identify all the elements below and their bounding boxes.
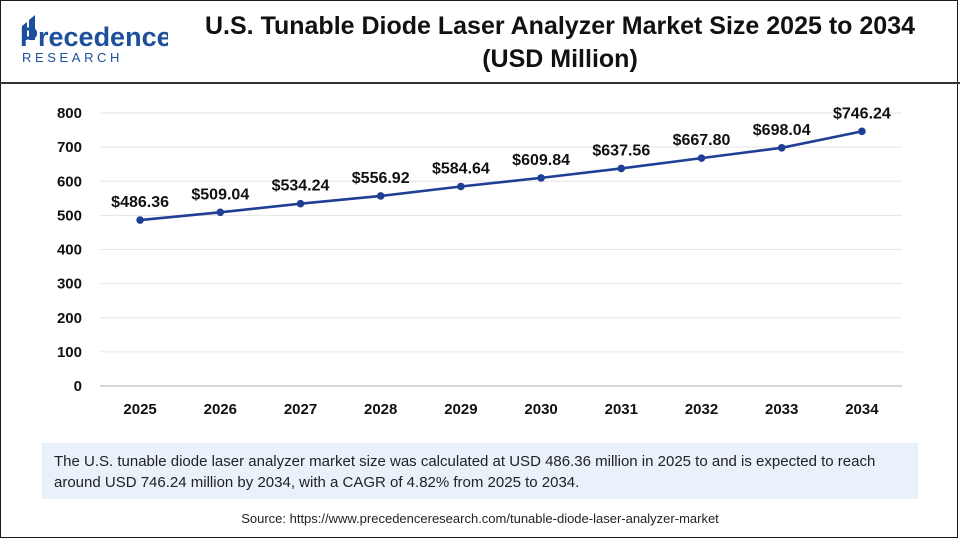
data-label: $584.64: [432, 160, 490, 177]
data-label: $637.56: [592, 142, 650, 159]
data-label: $486.36: [111, 194, 169, 211]
summary-text: The U.S. tunable diode laser analyzer ma…: [54, 453, 876, 491]
data-point: [617, 164, 626, 173]
x-tick-label: 2027: [284, 401, 317, 418]
series-line: [139, 130, 863, 222]
data-point: [376, 192, 385, 200]
x-tick-label: 2034: [845, 401, 879, 418]
y-tick-label: 600: [57, 173, 82, 190]
x-tick-label: 2029: [444, 401, 477, 418]
data-label: $609.84: [512, 152, 570, 169]
line-chart: 0 100 200 300 400 500 600 700 800 2025 2026 2027 202…: [57, 105, 902, 418]
x-tick-label: 2026: [204, 401, 237, 418]
x-tick-label: 2028: [364, 401, 397, 418]
y-tick-label: 800: [57, 105, 82, 122]
data-label: $556.92: [352, 170, 410, 187]
data-point: [457, 182, 465, 191]
x-tick-label: 2033: [765, 401, 798, 418]
y-tick-label: 200: [57, 310, 82, 327]
data-label: $509.04: [191, 186, 249, 203]
data-point: [296, 199, 305, 208]
chart-title-block: U.S. Tunable Diode Laser Analyzer Market…: [190, 10, 930, 76]
x-tick-label: 2025: [123, 401, 156, 418]
header-divider: [0, 82, 960, 84]
brand-name: Precedence: [20, 22, 168, 52]
x-tick-label: 2030: [524, 401, 557, 418]
data-label: $698.04: [753, 122, 811, 139]
y-tick-label: 700: [57, 139, 82, 156]
y-tick-label: 400: [57, 242, 82, 259]
summary-box: The U.S. tunable diode laser analyzer ma…: [42, 443, 918, 499]
brand-logo: Precedence RESEARCH: [20, 15, 168, 65]
data-point: [777, 143, 786, 152]
data-point: [537, 174, 545, 182]
data-label: $746.24: [833, 105, 891, 122]
data-label: $667.80: [673, 132, 731, 149]
data-point: [136, 216, 144, 224]
source-text: Source: https://www.precedenceresearch.c…: [241, 511, 719, 526]
y-tick-label: 500: [57, 207, 82, 224]
y-tick-label: 0: [74, 378, 82, 395]
chart-title: U.S. Tunable Diode Laser Analyzer Market…: [205, 12, 915, 40]
data-point: [697, 154, 706, 162]
chart-subtitle: (USD Million): [482, 45, 638, 73]
data-label: $534.24: [272, 178, 330, 195]
data-point: [216, 208, 225, 217]
data-point: [858, 127, 866, 136]
logo-arrow-icon: [22, 15, 35, 40]
y-tick-label: 300: [57, 276, 82, 293]
brand-subname: RESEARCH: [22, 50, 123, 65]
x-tick-label: 2032: [685, 401, 718, 418]
y-tick-label: 100: [57, 344, 82, 361]
x-tick-label: 2031: [605, 401, 638, 418]
